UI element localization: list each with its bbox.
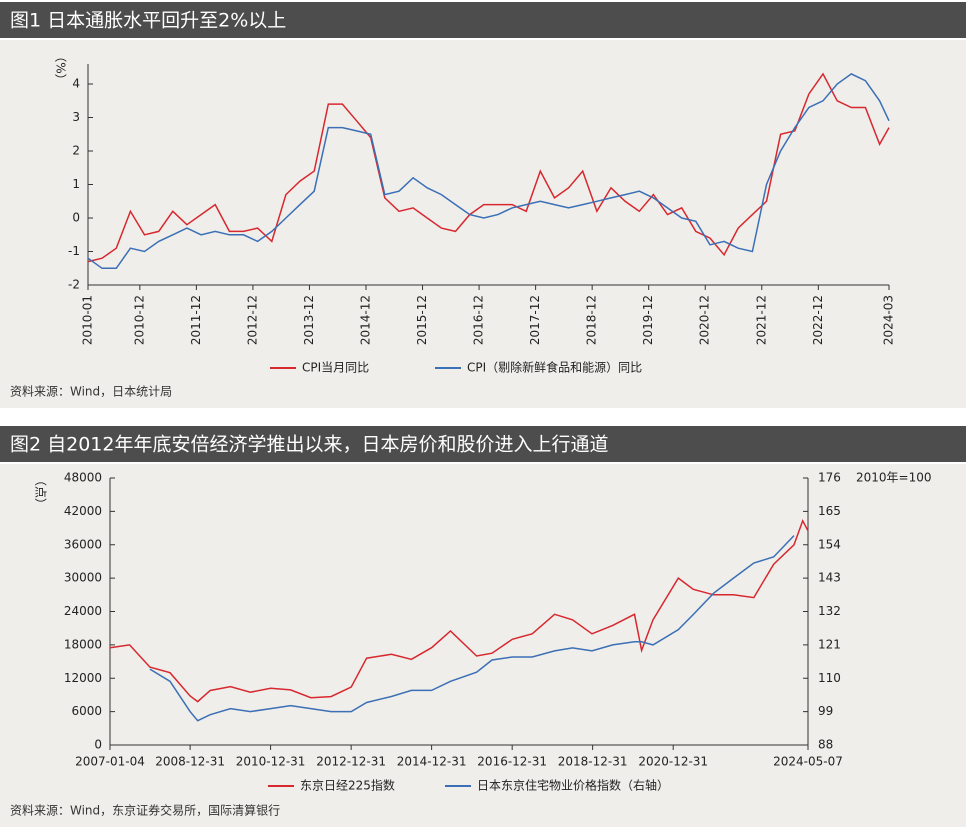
x-tick-label: 2024-05-07 (773, 755, 843, 769)
y2-tick-label: 99 (818, 704, 833, 718)
y2-axis-label: 2010年=100 (856, 471, 932, 485)
y-tick-label: 1 (72, 177, 80, 191)
series-line (149, 535, 795, 722)
y-tick-label: 42000 (64, 504, 102, 518)
y2-tick-label: 165 (818, 504, 841, 518)
chart-title: 图1 日本通胀水平回升至2%以上 (10, 10, 286, 32)
legend-label: 日本东京住宅物业价格指数（右轴） (477, 778, 669, 793)
x-tick-label: 2024-03 (882, 295, 896, 345)
source-note: 资料来源：Wind，日本统计局 (10, 385, 172, 399)
y-tick-label: -1 (68, 244, 80, 258)
y-tick-label: 0 (72, 211, 80, 225)
y2-tick-label: 154 (818, 537, 841, 551)
y-axis-label: （点） (34, 474, 48, 510)
source-note: 资料来源：Wind，东京证券交易所，国际清算银行 (10, 803, 280, 818)
x-tick-label: 2018-12-31 (558, 755, 628, 769)
y-tick-label: 12000 (64, 671, 102, 685)
y-tick-label: 6000 (71, 704, 102, 718)
y2-tick-label: 121 (818, 637, 841, 651)
x-tick-label: 2007-01-04 (75, 755, 145, 769)
y2-tick-label: 143 (818, 571, 841, 585)
y-tick-label: 36000 (64, 537, 102, 551)
legend-label: CPI（剔除新鲜食品和能源）同比 (467, 360, 642, 375)
y2-tick-label: 88 (818, 738, 833, 752)
y2-tick-label: 132 (818, 604, 841, 618)
y-tick-label: 4 (72, 77, 80, 91)
y-tick-label: 2 (72, 144, 80, 158)
x-tick-label: 2017-12 (528, 295, 542, 345)
title-bar (0, 426, 966, 462)
x-tick-label: 2010-12-31 (236, 755, 306, 769)
series-line (87, 72, 890, 263)
x-tick-label: 2019-12 (641, 295, 655, 345)
y-axis-label: （%） (54, 50, 68, 85)
y-tick-label: 48000 (64, 471, 102, 485)
x-tick-label: 2011-12 (189, 295, 203, 345)
y2-tick-label: 110 (818, 671, 841, 685)
x-tick-label: 2016-12 (472, 295, 486, 345)
x-tick-label: 2020-12-31 (638, 755, 708, 769)
panel-bg (0, 40, 966, 408)
x-tick-label: 2021-12 (754, 295, 768, 345)
y-tick-label: 0 (94, 738, 102, 752)
title-bar (0, 2, 966, 38)
legend-label: 东京日经225指数 (300, 778, 395, 793)
x-tick-label: 2010-12 (132, 295, 146, 345)
series-line (87, 73, 890, 270)
legend-label: CPI当月同比 (302, 361, 369, 375)
x-tick-label: 2015-12 (415, 295, 429, 345)
x-tick-label: 2013-12 (302, 295, 316, 345)
x-tick-label: 2010-01 (81, 295, 95, 345)
x-tick-label: 2022-12 (811, 295, 825, 345)
y-tick-label: 24000 (64, 604, 102, 618)
x-tick-label: 2020-12 (698, 295, 712, 345)
y-tick-label: 30000 (64, 571, 102, 585)
y2-tick-label: 176 (818, 471, 841, 485)
y-tick-label: 3 (72, 110, 80, 124)
chart-title: 图2 自2012年年底安倍经济学推出以来，日本房价和股价进入上行通道 (10, 434, 608, 456)
x-tick-label: 2012-12 (245, 295, 259, 345)
series-line (109, 518, 809, 703)
x-tick-label: 2018-12 (585, 295, 599, 345)
x-tick-label: 2014-12 (358, 295, 372, 345)
x-tick-label: 2016-12-31 (477, 755, 547, 769)
x-tick-label: 2012-12-31 (316, 755, 386, 769)
x-tick-label: 2008-12-31 (155, 755, 225, 769)
x-tick-label: 2014-12-31 (397, 755, 467, 769)
y-tick-label: 18000 (64, 637, 102, 651)
y-tick-label: -2 (68, 278, 80, 292)
